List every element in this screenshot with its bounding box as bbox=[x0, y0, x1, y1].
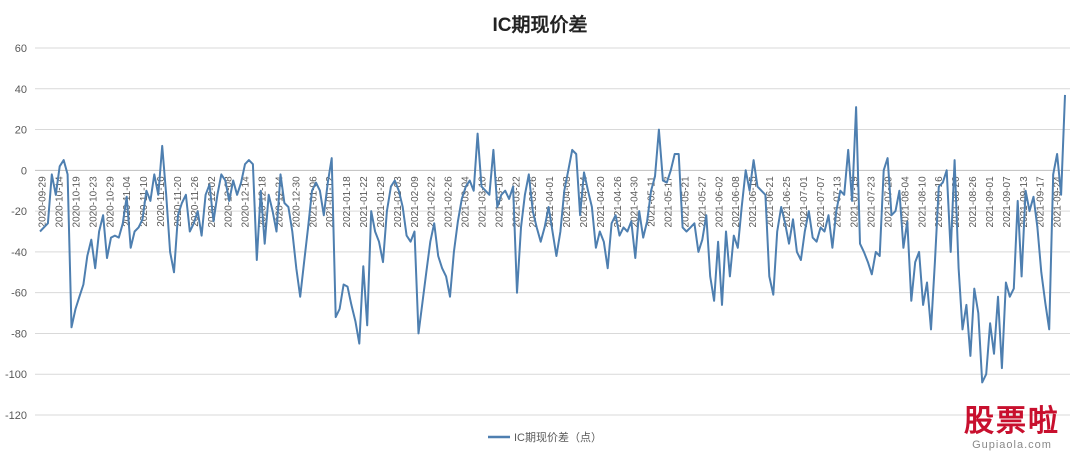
chart-title: IC期现价差 bbox=[492, 15, 588, 36]
x-tick-label: 2021-08-04 bbox=[900, 176, 911, 228]
x-tick-label: 2021-01-18 bbox=[342, 176, 353, 228]
x-tick-label: 2020-10-19 bbox=[71, 176, 82, 228]
x-tick-label: 2021-06-21 bbox=[765, 176, 776, 228]
x-tick-label: 2020-12-30 bbox=[291, 176, 302, 228]
y-tick-label: -120 bbox=[5, 410, 27, 422]
y-tick-label: -40 bbox=[11, 247, 27, 259]
x-tick-label: 2021-01-28 bbox=[376, 176, 387, 228]
watermark-main-text: 股票啦 bbox=[964, 404, 1060, 439]
y-tick-label: -80 bbox=[11, 328, 27, 340]
x-tick-label: 2021-05-17 bbox=[664, 176, 675, 228]
legend-label: IC期现价差（点） bbox=[514, 430, 602, 444]
x-tick-label: 2021-01-22 bbox=[359, 176, 370, 228]
x-tick-label: 2021-06-15 bbox=[748, 176, 759, 228]
x-tick-label: 2020-11-20 bbox=[173, 176, 184, 227]
x-tick-label: 2021-04-30 bbox=[630, 176, 641, 228]
x-tick-label: 2020-09-29 bbox=[38, 176, 49, 228]
y-tick-label: -100 bbox=[5, 369, 27, 381]
x-tick-label: 2021-06-08 bbox=[731, 176, 742, 228]
x-tick-label: 2021-05-21 bbox=[680, 176, 691, 228]
x-tick-label: 2020-12-24 bbox=[274, 176, 285, 228]
x-tick-label: 2021-04-26 bbox=[613, 176, 624, 228]
x-tick-label: 2021-02-26 bbox=[444, 176, 455, 228]
x-tick-label: 2021-04-14 bbox=[579, 176, 590, 228]
x-tick-label: 2021-08-26 bbox=[968, 176, 979, 228]
x-tick-label: 2021-03-22 bbox=[511, 176, 522, 228]
watermark-logo: 股票啦 Gupiaola.com bbox=[952, 404, 1072, 452]
x-tick-label: 2021-07-29 bbox=[883, 176, 894, 228]
x-tick-label: 2020-10-14 bbox=[55, 176, 66, 228]
x-tick-label: 2021-02-03 bbox=[393, 176, 404, 228]
y-tick-label: 40 bbox=[15, 84, 27, 96]
x-tick-label: 2021-01-12 bbox=[325, 176, 336, 228]
x-tick-label: 2021-03-26 bbox=[528, 176, 539, 228]
x-tick-label: 2021-09-24 bbox=[1053, 176, 1064, 228]
x-tick-label: 2020-10-23 bbox=[88, 176, 99, 228]
x-tick-label: 2021-06-25 bbox=[782, 176, 793, 228]
x-tick-label: 2021-07-19 bbox=[850, 176, 861, 228]
y-tick-label: 60 bbox=[15, 43, 27, 55]
x-tick-label: 2021-08-10 bbox=[917, 176, 928, 228]
x-tick-label: 2021-02-09 bbox=[410, 176, 421, 228]
x-tick-label: 2020-12-14 bbox=[241, 176, 252, 228]
x-tick-label: 2021-04-20 bbox=[596, 176, 607, 228]
x-tick-label: 2021-05-27 bbox=[697, 176, 708, 228]
x-tick-label: 2020-10-29 bbox=[105, 176, 116, 228]
series-line bbox=[39, 94, 1066, 384]
y-tick-label: 20 bbox=[15, 125, 27, 137]
x-tick-label: 2021-09-17 bbox=[1036, 176, 1047, 228]
x-tick-label: 2021-03-04 bbox=[461, 176, 472, 228]
y-tick-label: -20 bbox=[11, 206, 27, 218]
x-tick-label: 2021-09-07 bbox=[1002, 176, 1013, 228]
x-tick-label: 2021-09-01 bbox=[985, 176, 996, 228]
y-tick-label: -60 bbox=[11, 288, 27, 300]
x-tick-label: 2021-07-07 bbox=[816, 176, 827, 228]
x-tick-label: 2021-05-11 bbox=[647, 176, 658, 227]
x-tick-label: 2021-02-22 bbox=[427, 176, 438, 228]
x-tick-label: 2021-04-01 bbox=[545, 176, 556, 228]
x-tick-label: 2021-06-02 bbox=[714, 176, 725, 228]
x-tick-label: 2021-07-01 bbox=[799, 176, 810, 228]
watermark-url-text: Gupiaola.com bbox=[972, 439, 1052, 451]
x-tick-label: 2021-01-06 bbox=[308, 176, 319, 228]
y-tick-label: 0 bbox=[21, 165, 27, 177]
x-tick-label: 2020-11-16 bbox=[156, 176, 167, 227]
x-tick-label: 2021-04-08 bbox=[562, 176, 573, 228]
x-tick-label: 2021-08-16 bbox=[934, 176, 945, 228]
x-tick-label: 2020-11-26 bbox=[190, 176, 201, 227]
x-tick-label: 2021-03-10 bbox=[477, 176, 488, 228]
x-tick-label: 2020-12-18 bbox=[258, 176, 269, 228]
x-tick-label: 2021-07-23 bbox=[867, 176, 878, 228]
